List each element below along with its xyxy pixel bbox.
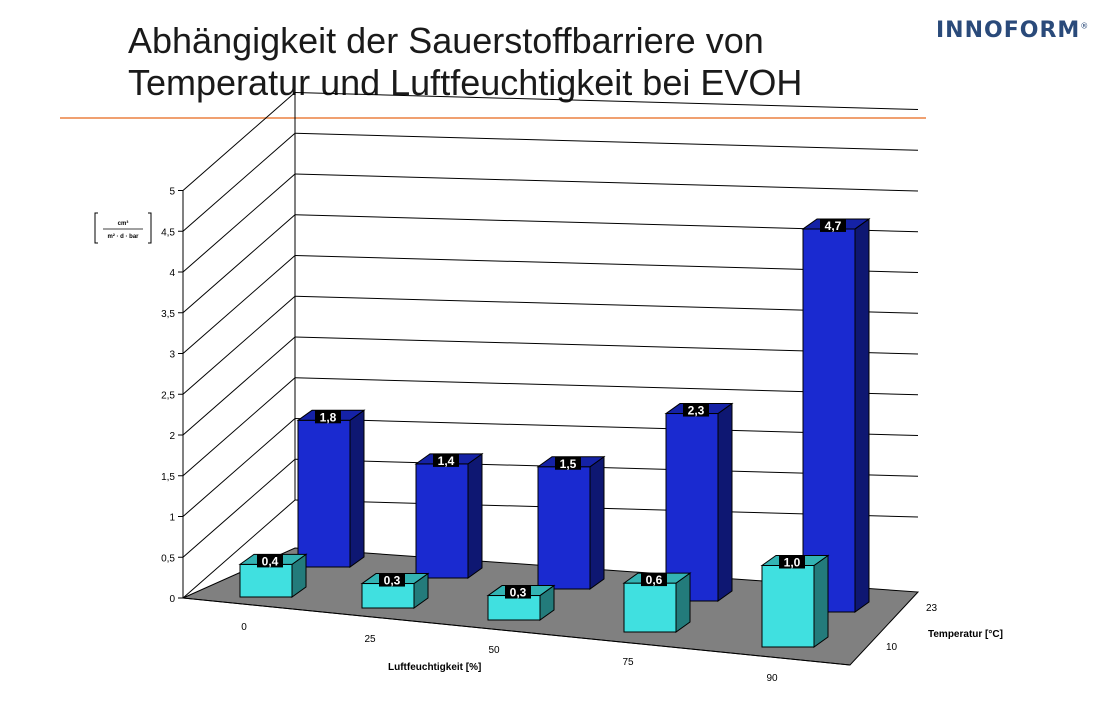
gridline-left-1 [182,458,296,558]
y-unit-label: cm³ m² · d · bar [94,212,152,244]
bar-t23-0-label: 1,8 [320,410,337,424]
bar-t23-3-front [665,413,719,602]
bar-t23-3-label: 2,3 [688,404,705,418]
xtick-label-3: 75 [622,657,634,668]
ytick-label-2: 1 [169,513,175,524]
bar-t23-2 [536,455,606,590]
bar-t23-0 [296,409,366,568]
ztick-label-10: 10 [886,642,898,653]
bar-t10-3-label-bg [641,573,667,587]
gridline-left-0 [182,499,296,599]
ytick-label-5: 2,5 [161,390,175,401]
bar-t10-3 [622,572,692,633]
bar-t23-3 [664,402,734,602]
ytick-label-10: 5 [169,187,175,198]
xtick-label-4: 90 [766,673,778,684]
bar-t23-4-label: 4,7 [825,219,842,233]
gridline-left-10 [182,92,296,191]
gridline-back-8 [294,173,919,192]
chart-labels: 0 0,5 1 1,5 2 2,5 3 3,5 4 4,5 5 1,8 1,4 1,5 2,3 4,7 0,4 0… [94,187,1003,684]
bar-t10-4-label: 1,0 [784,556,801,570]
bar-t23-4-front [802,228,856,613]
xtick-label-1: 25 [364,634,376,645]
bar-t23-3-side [717,402,733,602]
bar-t23-4-side [854,217,870,613]
x-axis-line [182,597,851,666]
bar-t10-0-label: 0,4 [262,554,279,568]
logo-text: INNOFORM [936,18,1081,43]
title-divider [60,117,926,119]
gridline-left-5 [182,295,296,395]
ytick-label-6: 3 [169,350,175,361]
ytick-label-3: 1,5 [161,472,175,483]
gridline-left-2 [182,418,296,517]
bar-t10-0-front [239,563,293,598]
brand-logo: INNOFORM® [936,18,1089,43]
bar-t10-4-label-bg [779,555,805,569]
bar-t10-2-label: 0,3 [510,586,527,600]
gridline-left-3 [182,377,296,477]
bar-t10-4-side [813,554,829,648]
gridline-left-6 [182,255,296,354]
gridline-left-8 [182,173,296,273]
logo-mark: ® [1080,21,1090,31]
bar-t23-1-label-bg [433,453,459,467]
bar-t10-3-label: 0,6 [646,573,663,587]
gridline-left-4 [182,336,296,436]
title-line-1: Abhängigkeit der Sauerstoffbarriere von [128,20,764,61]
ytick-label-1: 0,5 [161,553,175,564]
bar-t10-1-label: 0,3 [384,574,401,588]
bar-t23-0-label-bg [315,410,341,424]
ytick-label-0: 0 [169,594,175,605]
gridline-left-9 [182,132,296,232]
gridline-back-9 [294,132,919,151]
title-line-2: Temperatur und Luftfeuchtigkeit bei EVOH [128,62,803,103]
bar-t23-3-label-bg [683,403,709,417]
bar-t10-4-front [761,565,815,648]
ytick-label-8: 4 [169,268,175,279]
chart-bars [238,217,871,648]
bar-t23-2-label-bg [555,456,581,470]
x-axis-title: Luftfeuchtigkeit [%] [388,662,481,673]
bar-t23-1 [414,452,484,579]
bar-t23-4-label-bg [820,218,846,232]
unit-denominator: m² · d · bar [108,233,140,240]
unit-bracket-left [94,212,98,244]
xtick-label-2: 50 [488,645,500,656]
ytick-label-7: 3,5 [161,309,175,320]
ytick-label-9: 4,5 [161,227,175,238]
unit-bracket-right [148,212,152,244]
page-title: Abhängigkeit der Sauerstoffbarriere von … [128,20,928,104]
bar-t10-0-label-bg [257,554,283,568]
bar-t10-1-label-bg [379,573,405,587]
bar-t23-1-side [467,452,483,579]
bar-t10-2-label-bg [505,585,531,599]
bar-t23-2-label: 1,5 [560,457,577,471]
ztick-label-23: 23 [926,603,938,614]
z-axis-title: Temperatur [°C] [928,629,1003,640]
bar-t23-4 [801,217,871,613]
bar-t23-0-front [297,419,351,568]
bar-t23-1-label: 1,4 [438,454,455,468]
unit-numerator: cm³ [118,220,129,227]
bar-t23-2-side [589,455,605,590]
gridline-back-10 [294,92,919,110]
bar-t23-1-front [415,463,469,579]
gridline-left-7 [182,214,296,314]
ytick-label-4: 2 [169,431,175,442]
bar-t23-2-front [537,466,591,590]
xtick-label-0: 0 [241,622,247,633]
bar-t10-3-front [623,582,677,633]
bar-t23-0-side [349,409,365,568]
